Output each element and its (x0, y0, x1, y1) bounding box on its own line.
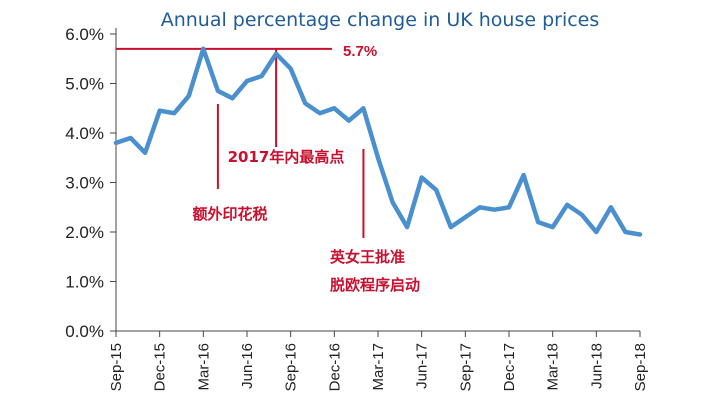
x-tick-label: Mar-18 (545, 343, 562, 391)
x-tick-label: Sep-17 (457, 343, 474, 391)
annotation-label: 脱欧程序启动 (330, 276, 420, 294)
y-tick-label: 4.0% (65, 124, 104, 143)
x-axis: Sep-15 Dec-15 Mar-16 Jun-16 Sep-16 Dec-16 Mar-… (108, 330, 649, 391)
annotation-label: 额外印花税 (192, 205, 267, 223)
series-layer (113, 46, 643, 237)
y-tick-label: 1.0% (65, 273, 104, 292)
y-axis: 0.0% 1.0% 2.0% 3.0% 4.0% 5.0% 6.0% (65, 25, 117, 341)
y-tick-label: 6.0% (65, 25, 104, 44)
x-tick-label: Dec-16 (326, 343, 343, 391)
peak-value-label: 5.7% (343, 43, 377, 60)
y-tick-label: 3.0% (65, 174, 104, 193)
x-tick-label: Dec-15 (152, 343, 169, 391)
x-tick-label: Sep-18 (632, 343, 649, 391)
y-tick-label: 5.0% (65, 75, 104, 94)
chart-title: Annual percentage change in UK house pri… (161, 9, 600, 31)
annotation-label: 英女王批准 (330, 248, 405, 266)
x-tick-label: Sep-15 (108, 343, 125, 391)
x-tick-label: Mar-17 (370, 343, 387, 391)
annotation-label: 2017年内最高点 (228, 148, 345, 166)
x-tick-label: Dec-17 (501, 343, 518, 391)
x-tick-label: Jun-18 (588, 343, 605, 389)
y-tick-label: 0.0% (65, 322, 104, 341)
y-tick-label: 2.0% (65, 223, 104, 242)
reference-lines: 5.7% (116, 43, 377, 147)
series-line (113, 46, 643, 237)
x-tick-label: Jun-16 (239, 343, 256, 389)
x-tick-label: Mar-16 (195, 343, 212, 391)
x-tick-label: Jun-17 (414, 343, 431, 389)
x-tick-label: Sep-16 (283, 343, 300, 391)
